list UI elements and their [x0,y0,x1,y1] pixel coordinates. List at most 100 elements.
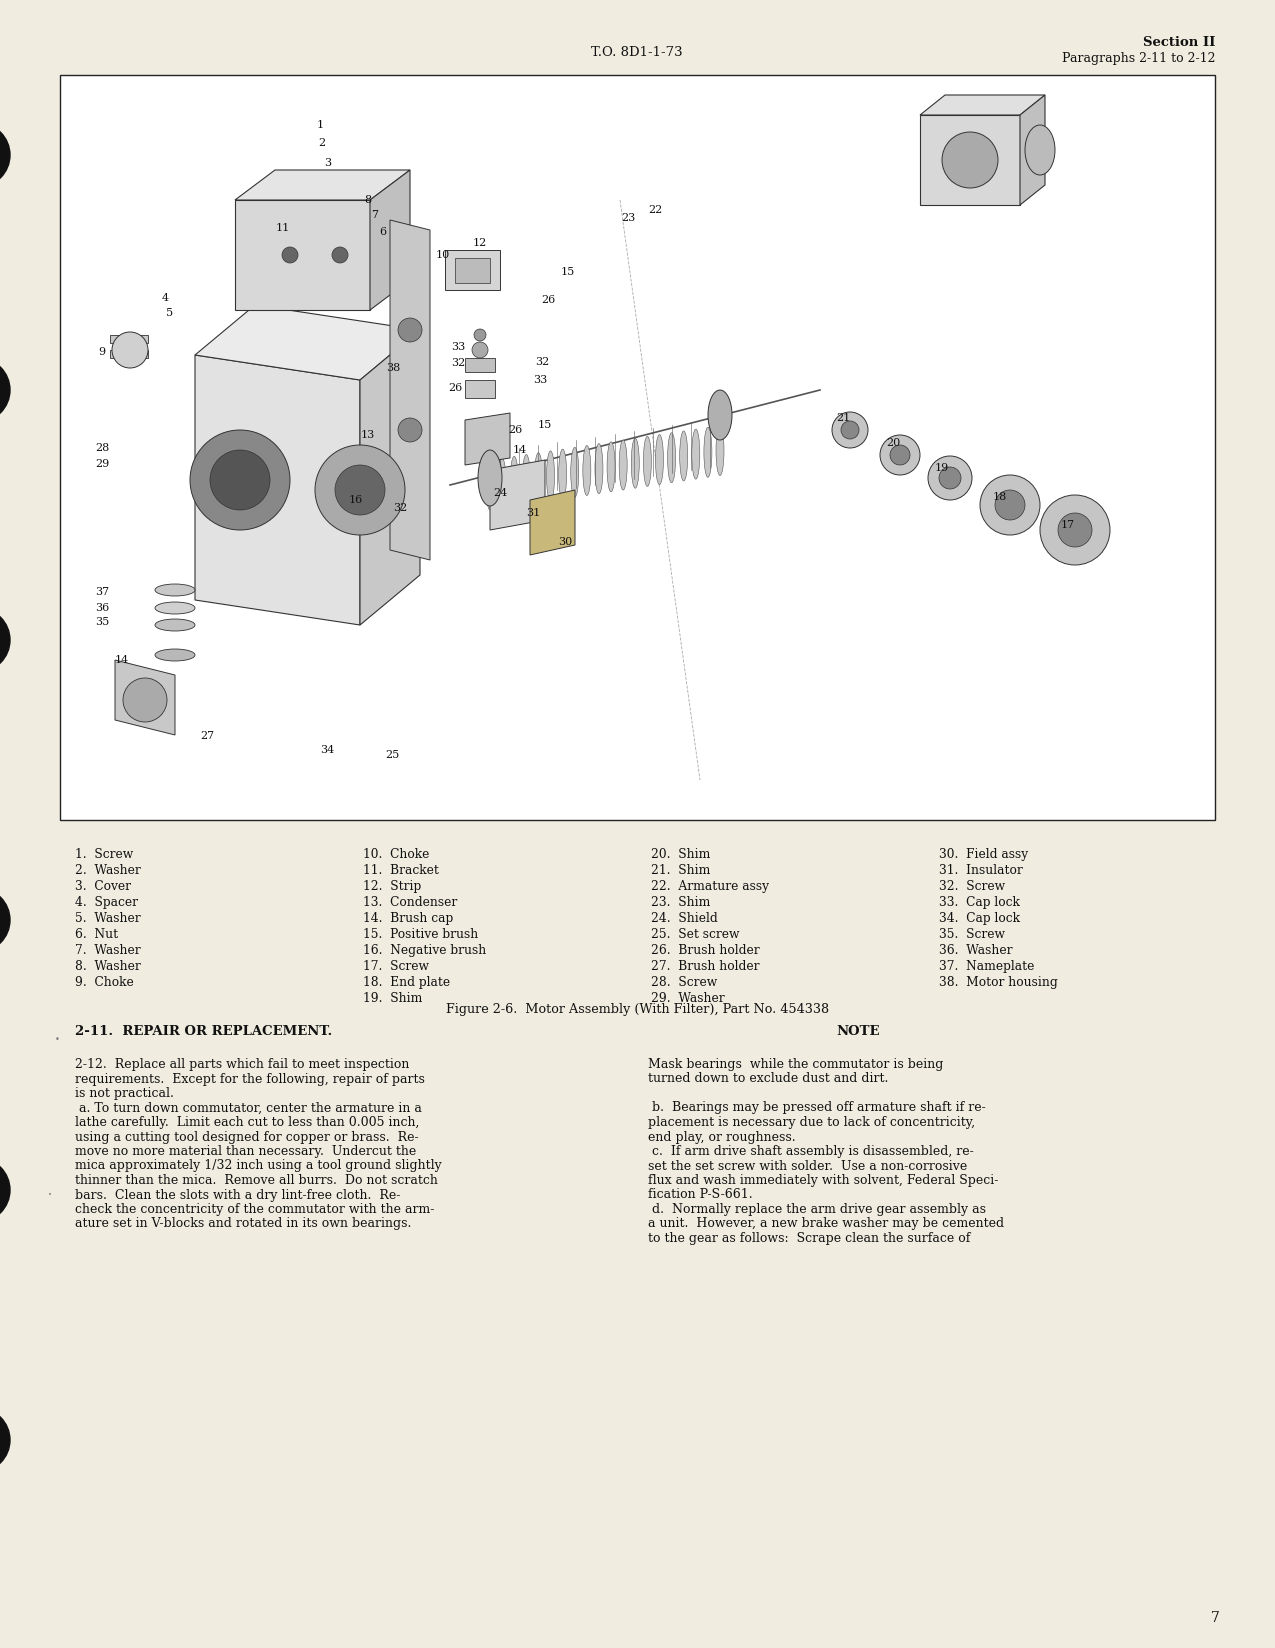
Text: 20: 20 [886,438,900,448]
Ellipse shape [474,330,486,341]
Ellipse shape [547,452,555,501]
Ellipse shape [478,450,502,506]
Ellipse shape [156,620,195,631]
Text: bars.  Clean the slots with a dry lint-free cloth.  Re-: bars. Clean the slots with a dry lint-fr… [75,1188,400,1201]
Ellipse shape [942,132,998,188]
Text: 2-12.  Replace all parts which fail to meet inspection: 2-12. Replace all parts which fail to me… [75,1058,409,1071]
Ellipse shape [842,420,859,438]
Text: flux and wash immediately with solvent, Federal Speci-: flux and wash immediately with solvent, … [648,1173,998,1187]
Ellipse shape [571,447,579,498]
Text: placement is necessary due to lack of concentricity,: placement is necessary due to lack of co… [648,1116,975,1129]
Text: 17: 17 [1061,521,1075,531]
Text: 26: 26 [448,382,462,392]
Text: 24: 24 [493,488,507,498]
Text: 23.  Shim: 23. Shim [652,897,710,910]
Ellipse shape [315,445,405,536]
Text: 6.  Nut: 6. Nut [75,928,119,941]
Ellipse shape [1058,513,1091,547]
Text: 3: 3 [324,158,332,168]
Polygon shape [360,330,419,625]
Ellipse shape [680,430,687,481]
Ellipse shape [558,450,566,499]
Text: end play, or roughness.: end play, or roughness. [648,1131,796,1144]
Bar [445,250,500,290]
Text: Paragraphs 2-11 to 2-12: Paragraphs 2-11 to 2-12 [1062,51,1215,64]
Ellipse shape [583,445,590,496]
Text: 35: 35 [94,616,110,626]
Text: NOTE: NOTE [836,1025,880,1038]
Ellipse shape [398,318,422,343]
Ellipse shape [890,445,910,465]
Text: 11: 11 [275,222,291,232]
Bar [541,504,565,509]
Ellipse shape [499,458,506,508]
Text: b.  Bearings may be pressed off armature shaft if re-: b. Bearings may be pressed off armature … [648,1101,986,1114]
Text: 23: 23 [621,213,635,222]
Ellipse shape [980,475,1040,536]
Text: Mask bearings  while the commutator is being: Mask bearings while the commutator is be… [648,1058,944,1071]
Text: 4.  Spacer: 4. Spacer [75,897,138,910]
Ellipse shape [595,443,603,494]
Ellipse shape [938,466,961,489]
Polygon shape [195,305,419,381]
Text: 10.  Choke: 10. Choke [363,849,430,860]
Text: 11.  Bracket: 11. Bracket [363,864,439,877]
Text: 5.  Washer: 5. Washer [75,911,140,925]
Text: c.  If arm drive shaft assembly is disassembled, re-: c. If arm drive shaft assembly is disass… [648,1145,974,1159]
Circle shape [0,1407,10,1472]
Text: 29.  Washer: 29. Washer [652,992,724,1005]
Ellipse shape [644,437,652,486]
Text: 27: 27 [200,732,214,742]
Text: 8.  Washer: 8. Washer [75,961,140,972]
Ellipse shape [332,247,348,264]
Text: to the gear as follows:  Scrape clean the surface of: to the gear as follows: Scrape clean the… [648,1233,970,1244]
Ellipse shape [620,440,627,489]
Bar [110,349,148,358]
Text: 2: 2 [319,138,325,148]
Text: 9.  Choke: 9. Choke [75,976,134,989]
Ellipse shape [335,465,385,516]
Text: 25: 25 [385,750,399,760]
Text: check the concentricity of the commutator with the arm-: check the concentricity of the commutato… [75,1203,435,1216]
Ellipse shape [1025,125,1054,175]
Ellipse shape [880,435,921,475]
Ellipse shape [928,456,972,499]
Bar [541,529,565,532]
Text: a. To turn down commutator, center the armature in a: a. To turn down commutator, center the a… [75,1101,422,1114]
Text: 1: 1 [316,120,324,130]
Text: T.O. 8D1-1-73: T.O. 8D1-1-73 [592,46,683,58]
Text: 29: 29 [94,460,110,470]
Text: 19.  Shim: 19. Shim [363,992,422,1005]
Circle shape [0,1159,10,1223]
Ellipse shape [631,438,639,488]
Text: 12.  Strip: 12. Strip [363,880,421,893]
Ellipse shape [156,583,195,597]
Text: 37.  Nameplate: 37. Nameplate [938,961,1034,972]
Text: 26: 26 [541,295,555,305]
Text: 7.  Washer: 7. Washer [75,944,140,957]
Text: 22.  Armature assy: 22. Armature assy [652,880,769,893]
Text: 13: 13 [361,430,375,440]
Text: •: • [55,1035,60,1043]
Text: 38: 38 [386,363,400,372]
Text: 28: 28 [94,443,110,453]
Polygon shape [390,219,430,560]
Polygon shape [115,659,175,735]
Ellipse shape [486,460,493,509]
Ellipse shape [472,343,488,358]
Text: 36.  Washer: 36. Washer [938,944,1012,957]
Text: 22: 22 [648,204,662,214]
Ellipse shape [156,602,195,615]
Text: 10: 10 [436,250,450,260]
Ellipse shape [523,455,530,504]
Text: 32.  Screw: 32. Screw [938,880,1005,893]
Ellipse shape [833,412,868,448]
Text: Figure 2-6.  Motor Assembly (With Filter), Part No. 454338: Figure 2-6. Motor Assembly (With Filter)… [446,1004,830,1017]
Ellipse shape [282,247,298,264]
Text: 7: 7 [1211,1612,1220,1625]
Text: fication P-S-661.: fication P-S-661. [648,1188,752,1201]
Text: 24.  Shield: 24. Shield [652,911,718,925]
Text: 36: 36 [94,603,110,613]
Text: 1.  Screw: 1. Screw [75,849,134,860]
Polygon shape [370,170,411,310]
